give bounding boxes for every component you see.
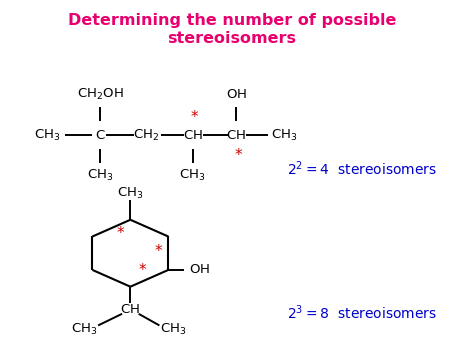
Text: Determining the number of possible: Determining the number of possible	[67, 13, 396, 28]
Text: $\mathregular{CH_2OH}$: $\mathregular{CH_2OH}$	[77, 87, 124, 102]
Text: $\mathregular{CH_3}$: $\mathregular{CH_3}$	[87, 168, 114, 183]
Text: $\mathregular{CH_2}$: $\mathregular{CH_2}$	[133, 128, 160, 143]
Text: $\mathregular{CH}$: $\mathregular{CH}$	[120, 303, 140, 316]
Text: $*$: $*$	[190, 108, 200, 123]
Text: $\mathregular{CH_3}$: $\mathregular{CH_3}$	[34, 128, 61, 143]
Text: $\mathregular{C}$: $\mathregular{C}$	[95, 129, 106, 142]
Text: $*$: $*$	[138, 261, 147, 276]
Text: $\mathregular{CH_3}$: $\mathregular{CH_3}$	[179, 168, 206, 183]
Text: $*$: $*$	[234, 146, 243, 161]
Text: $\mathregular{OH}$: $\mathregular{OH}$	[189, 263, 210, 277]
Text: $\mathregular{CH_3}$: $\mathregular{CH_3}$	[160, 321, 186, 337]
Text: $\mathregular{CH_3}$: $\mathregular{CH_3}$	[272, 128, 298, 143]
Text: $2^2 = 4\ \ \mathregular{stereoisomers}$: $2^2 = 4\ \ \mathregular{stereoisomers}$	[287, 159, 437, 178]
Text: $\mathregular{CH}$: $\mathregular{CH}$	[182, 129, 202, 142]
Text: $\mathregular{OH}$: $\mathregular{OH}$	[226, 88, 247, 101]
Text: $*$: $*$	[116, 224, 125, 239]
Text: $\mathregular{CH}$: $\mathregular{CH}$	[227, 129, 246, 142]
Text: $*$: $*$	[155, 242, 164, 257]
Text: $2^3 = 8\ \ \mathregular{stereoisomers}$: $2^3 = 8\ \ \mathregular{stereoisomers}$	[287, 304, 437, 322]
Text: $\mathregular{CH_3}$: $\mathregular{CH_3}$	[71, 321, 98, 337]
Text: stereoisomers: stereoisomers	[167, 31, 296, 46]
Text: $\mathregular{CH_3}$: $\mathregular{CH_3}$	[117, 186, 144, 201]
